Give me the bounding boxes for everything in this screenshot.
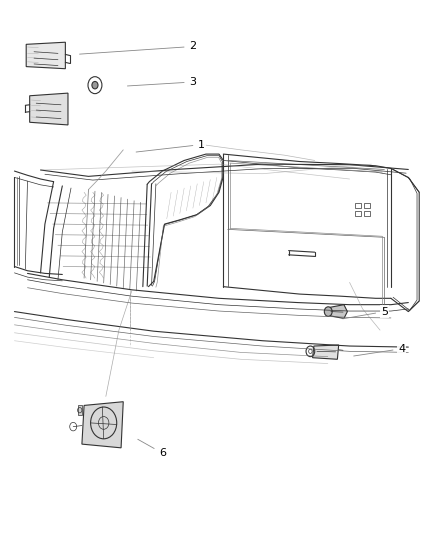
Text: 4: 4 bbox=[353, 344, 405, 356]
Bar bbox=[364, 203, 370, 208]
Polygon shape bbox=[26, 42, 65, 69]
Polygon shape bbox=[30, 93, 68, 125]
Text: 2: 2 bbox=[80, 42, 197, 54]
Text: 5: 5 bbox=[343, 306, 388, 319]
Text: 6: 6 bbox=[138, 439, 166, 458]
Bar bbox=[355, 203, 361, 208]
Circle shape bbox=[324, 307, 332, 317]
Bar bbox=[364, 211, 370, 216]
Polygon shape bbox=[82, 402, 123, 448]
Bar bbox=[355, 211, 361, 216]
Polygon shape bbox=[330, 305, 347, 318]
Polygon shape bbox=[78, 406, 82, 415]
Circle shape bbox=[92, 82, 98, 89]
Text: 3: 3 bbox=[127, 77, 196, 87]
Text: 1: 1 bbox=[136, 140, 205, 152]
Polygon shape bbox=[313, 345, 339, 359]
